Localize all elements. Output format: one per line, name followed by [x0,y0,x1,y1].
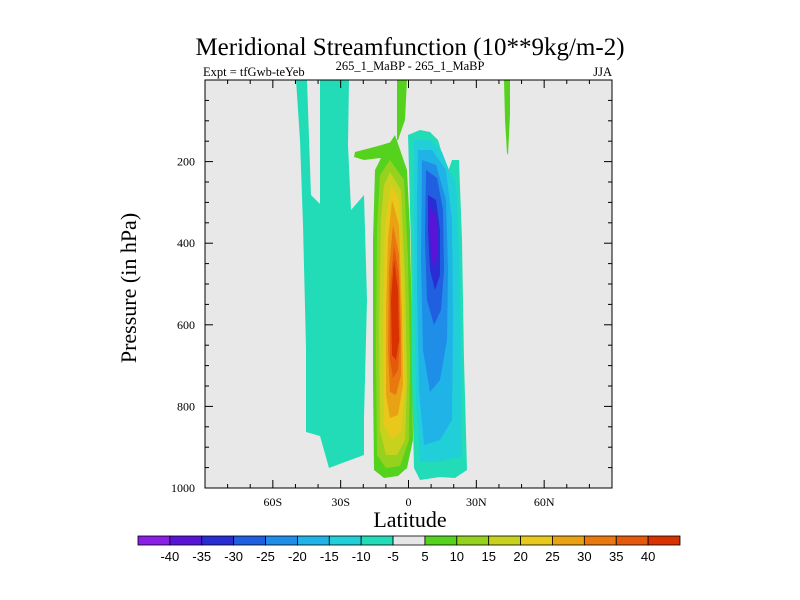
colorbar-label: 40 [641,549,655,564]
contour-southern-negative-5 [296,80,367,468]
colorbar-label: 15 [481,549,495,564]
contour-positive-40 [391,260,399,360]
colorbar-swatch [297,535,330,546]
x-tick-label: 30N [466,495,487,509]
y-tick-label: 800 [177,399,195,413]
colorbar-swatch [137,535,171,546]
colorbar-label: 30 [577,549,591,564]
y-axis-label: Pressure (in hPa) [116,213,141,363]
x-tick-label: 60S [263,495,282,509]
colorbar-swatch [488,535,521,546]
colorbar-swatch [201,535,235,546]
colorbar-label: -20 [288,549,307,564]
colorbar-swatch [169,535,203,546]
colorbar-swatch [552,535,585,546]
y-tick-label: 400 [177,236,195,250]
colorbar-swatch [392,535,426,546]
colorbar-swatch [233,535,266,546]
colorbar-label: -25 [256,549,275,564]
colorbar-label: 5 [421,549,428,564]
colorbar-label: 25 [545,549,559,564]
colorbar-label: -30 [224,549,243,564]
colorbar-label: 10 [450,549,464,564]
x-tick-label: 30S [331,495,350,509]
colorbar-label: -40 [160,549,179,564]
colorbar-label: -5 [387,549,399,564]
colorbar-label: 20 [513,549,527,564]
y-axis-ticks: 200 400 600 800 1000 [171,79,612,495]
colorbar-swatch [615,535,649,546]
experiment-difference-label: 265_1_MaBP - 265_1_MaBP [336,59,485,73]
colorbar-label: -15 [320,549,339,564]
colorbar-swatch [265,535,298,546]
x-axis-ticks: 60S 30S 0 30N 60N [204,80,613,509]
colorbar-swatch [456,535,490,546]
x-tick-label: 0 [406,495,412,509]
y-tick-label: 600 [177,318,195,332]
colorbar-swatch [424,535,458,546]
contour-fills [296,80,510,480]
x-tick-label: 60N [534,495,555,509]
colorbar-label: -35 [192,549,211,564]
y-tick-label: 1000 [171,481,195,495]
chart-title: Meridional Streamfunction (10**9kg/m-2) [195,34,624,61]
colorbar-label: 35 [609,549,623,564]
contour-upper-north-positive-5 [504,80,510,155]
colorbar-swatch [647,535,681,546]
colorbar-swatch [328,535,362,546]
colorbar: -40 -35 -30 -25 -20 -15 -10 -5 5 10 15 20 25 30 35 40 [137,535,681,564]
y-tick-label: 200 [177,155,195,169]
experiment-label: Expt = tfGwb-teYeb [203,65,305,79]
colorbar-swatch [360,535,394,546]
contour-negative-35 [430,208,438,268]
colorbar-swatch [583,535,617,546]
colorbar-label: -10 [352,549,371,564]
colorbar-swatch [520,535,553,546]
season-label: JJA [593,65,612,79]
x-axis-label: Latitude [373,507,446,532]
